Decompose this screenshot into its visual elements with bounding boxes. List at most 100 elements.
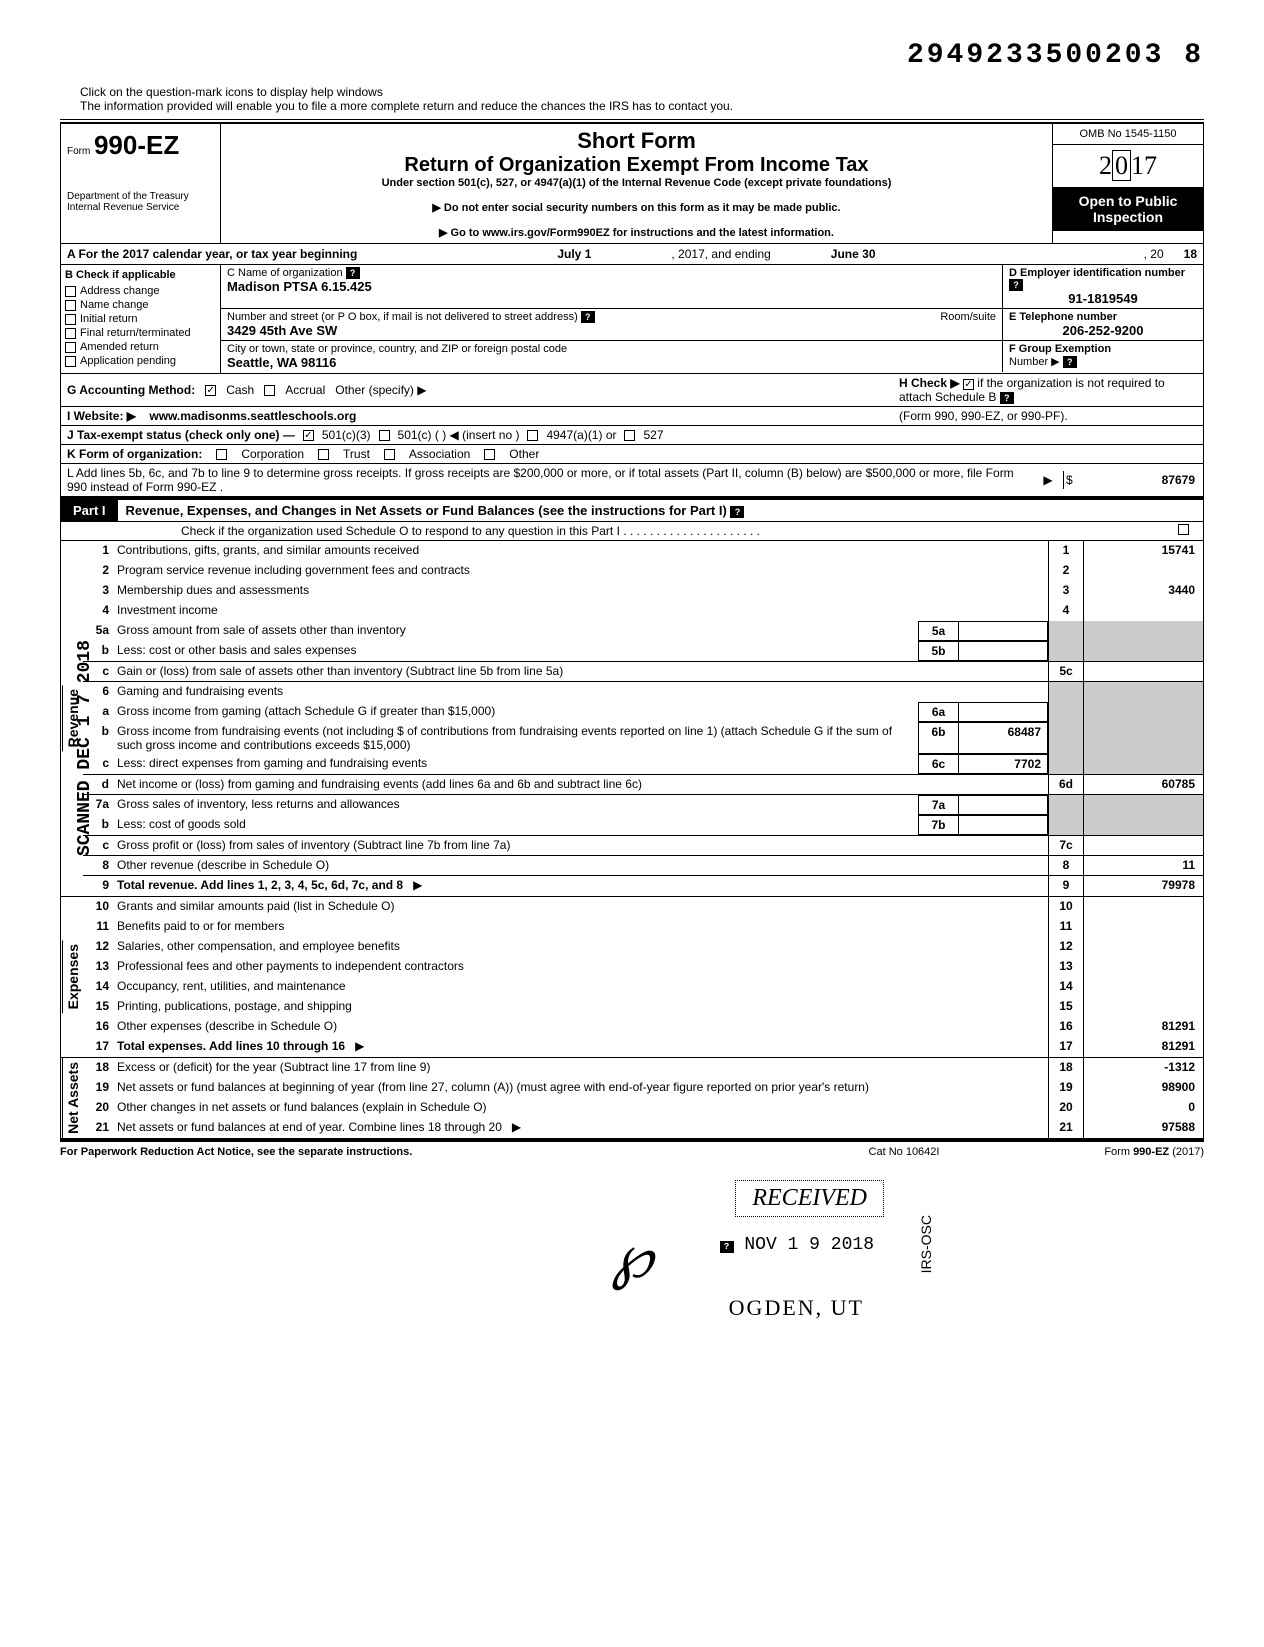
l-val: 87679 bbox=[1083, 471, 1203, 489]
signature-mark: ℘ bbox=[60, 1222, 1204, 1292]
line-b: bGross income from fundraising events (n… bbox=[83, 722, 1203, 754]
year-start: July 1 bbox=[557, 247, 591, 261]
chk-h[interactable] bbox=[963, 379, 974, 390]
org-name: Madison PTSA 6.15.425 bbox=[227, 279, 996, 294]
expenses-label: Expenses bbox=[62, 940, 83, 1013]
line-19: 19Net assets or fund balances at beginni… bbox=[83, 1078, 1203, 1098]
line-i: I Website: ▶ www.madisonms.seattleschool… bbox=[60, 407, 1204, 426]
i-label: I Website: ▶ bbox=[67, 409, 136, 423]
line-k: K Form of organization: Corporation Trus… bbox=[60, 445, 1204, 464]
line-16: 16Other expenses (describe in Schedule O… bbox=[83, 1017, 1203, 1037]
help-note: Click on the question-mark icons to disp… bbox=[60, 81, 1204, 120]
line-5a: 5aGross amount from sale of assets other… bbox=[83, 621, 1203, 641]
scanned-stamp: SCANNED DEC 1 7 2018 bbox=[75, 640, 95, 856]
other-label: Other (specify) ▶ bbox=[335, 383, 426, 397]
help-icon[interactable]: ? bbox=[1009, 279, 1023, 291]
received-stamp: RECEIVED bbox=[735, 1180, 884, 1217]
help-line-2: The information provided will enable you… bbox=[80, 99, 1204, 113]
help-icon[interactable]: ? bbox=[581, 311, 595, 323]
accrual-label: Accrual bbox=[285, 383, 325, 397]
check-text: Check if the organization used Schedule … bbox=[181, 524, 620, 538]
chk-527[interactable] bbox=[624, 430, 635, 441]
netassets-label: Net Assets bbox=[62, 1058, 83, 1138]
line-8: 8Other revenue (describe in Schedule O)8… bbox=[83, 856, 1203, 876]
row-a-label: A For the 2017 calendar year, or tax yea… bbox=[67, 247, 357, 261]
website: www.madisonms.seattleschools.org bbox=[149, 409, 356, 423]
j-label: J Tax-exempt status (check only one) — bbox=[67, 428, 295, 442]
info-grid: B Check if applicable Address change Nam… bbox=[60, 265, 1204, 374]
help-icon[interactable]: ? bbox=[1063, 356, 1077, 368]
year-prefix: , 20 bbox=[1144, 247, 1164, 261]
cash-label: Cash bbox=[226, 383, 254, 397]
room-label: Room/suite bbox=[940, 311, 996, 323]
e-label: E Telephone number bbox=[1009, 311, 1117, 323]
phone: 206-252-9200 bbox=[1009, 323, 1197, 338]
inspection: Inspection bbox=[1055, 209, 1201, 225]
h-text2: (Form 990, 990-EZ, or 990-PF). bbox=[893, 407, 1203, 425]
footer: For Paperwork Reduction Act Notice, see … bbox=[60, 1140, 1204, 1162]
col-b-header: B Check if applicable bbox=[65, 269, 216, 281]
l-dollar: $ bbox=[1063, 471, 1083, 489]
department: Department of the Treasury Internal Reve… bbox=[67, 191, 214, 213]
line-c: cGross profit or (loss) from sales of in… bbox=[83, 836, 1203, 856]
opt-corp: Corporation bbox=[241, 447, 304, 461]
omb-number: OMB No 1545-1150 bbox=[1053, 124, 1203, 145]
opt-501c: 501(c) ( ) ◀ (insert no ) bbox=[398, 428, 520, 442]
chk-accrual[interactable] bbox=[264, 385, 275, 396]
line-j: J Tax-exempt status (check only one) — 5… bbox=[60, 426, 1204, 445]
form-number-block: Form 990-EZ Department of the Treasury I… bbox=[61, 124, 221, 243]
ssn-note: ▶ Do not enter social security numbers o… bbox=[231, 201, 1042, 214]
city: Seattle, WA 98116 bbox=[227, 355, 996, 370]
line-18: 18Excess or (deficit) for the year (Subt… bbox=[83, 1058, 1203, 1078]
line-13: 13Professional fees and other payments t… bbox=[83, 957, 1203, 977]
help-icon[interactable]: ? bbox=[730, 506, 744, 518]
line-14: 14Occupancy, rent, utilities, and mainte… bbox=[83, 977, 1203, 997]
opt-4947: 4947(a)(1) or bbox=[546, 428, 616, 442]
tax-year: 20201717 bbox=[1053, 145, 1203, 187]
chk-cash[interactable] bbox=[205, 385, 216, 396]
chk-schedo[interactable] bbox=[1178, 524, 1189, 535]
footer-mid: Cat No 10642I bbox=[804, 1146, 1004, 1158]
chk-initial[interactable]: Initial return bbox=[65, 313, 216, 325]
chk-name[interactable]: Name change bbox=[65, 299, 216, 311]
help-icon[interactable]: ? bbox=[1000, 392, 1014, 404]
help-line-1: Click on the question-mark icons to disp… bbox=[80, 85, 1204, 99]
line-21: 21Net assets or fund balances at end of … bbox=[83, 1118, 1203, 1138]
year-mid: , 2017, and ending bbox=[671, 247, 770, 261]
opt-assoc: Association bbox=[409, 447, 470, 461]
line-12: 12Salaries, other compensation, and empl… bbox=[83, 937, 1203, 957]
line-17: 17Total expenses. Add lines 10 through 1… bbox=[83, 1037, 1203, 1057]
line-a: aGross income from gaming (attach Schedu… bbox=[83, 702, 1203, 722]
line-20: 20Other changes in net assets or fund ba… bbox=[83, 1098, 1203, 1118]
g-label: G Accounting Method: bbox=[67, 383, 195, 397]
form-title-block: Short Form Return of Organization Exempt… bbox=[221, 124, 1053, 243]
chk-501c3[interactable] bbox=[303, 430, 314, 441]
opt-527: 527 bbox=[643, 428, 663, 442]
line-10: 10Grants and similar amounts paid (list … bbox=[83, 897, 1203, 917]
chk-kother[interactable] bbox=[484, 449, 495, 460]
chk-amended[interactable]: Amended return bbox=[65, 341, 216, 353]
opt-trust: Trust bbox=[343, 447, 370, 461]
chk-trust[interactable] bbox=[318, 449, 329, 460]
form-header: Form 990-EZ Department of the Treasury I… bbox=[60, 122, 1204, 244]
form-prefix: Form bbox=[67, 146, 90, 157]
short-form: Short Form bbox=[231, 128, 1042, 154]
open-public: Open to Public bbox=[1055, 193, 1201, 209]
chk-corp[interactable] bbox=[216, 449, 227, 460]
help-icon[interactable]: ? bbox=[346, 267, 360, 279]
row-a-tax-year: A For the 2017 calendar year, or tax yea… bbox=[60, 244, 1204, 265]
document-id: 2949233500203 8 bbox=[60, 40, 1204, 71]
line-6: 6Gaming and fundraising events bbox=[83, 682, 1203, 702]
chk-address[interactable]: Address change bbox=[65, 285, 216, 297]
part-1-title: Revenue, Expenses, and Changes in Net As… bbox=[118, 500, 1203, 521]
netassets-section: Net Assets 18Excess or (deficit) for the… bbox=[60, 1058, 1204, 1140]
chk-pending[interactable]: Application pending bbox=[65, 355, 216, 367]
irs-osc-stamp: IRS-OSC bbox=[918, 1215, 934, 1273]
line-2: 2Program service revenue including gover… bbox=[83, 561, 1203, 581]
chk-501c[interactable] bbox=[379, 430, 390, 441]
city-label: City or town, state or province, country… bbox=[227, 343, 567, 355]
chk-assoc[interactable] bbox=[384, 449, 395, 460]
chk-final[interactable]: Final return/terminated bbox=[65, 327, 216, 339]
column-cde: C Name of organization ? Madison PTSA 6.… bbox=[221, 265, 1203, 373]
chk-4947[interactable] bbox=[527, 430, 538, 441]
